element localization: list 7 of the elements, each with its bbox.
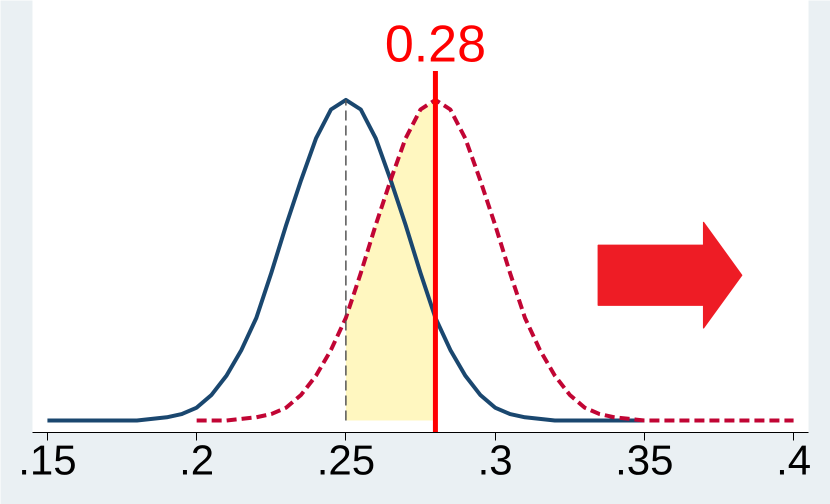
x-tick-label: .4	[776, 436, 812, 484]
x-tick-label: .25	[316, 436, 376, 484]
x-tick-label: .2	[179, 436, 214, 484]
x-tick-label: .15	[18, 436, 77, 484]
x-tick-label: .3	[478, 436, 513, 484]
x-tick-label: .35	[615, 436, 674, 484]
ref-line-label: 0.28	[384, 15, 486, 74]
